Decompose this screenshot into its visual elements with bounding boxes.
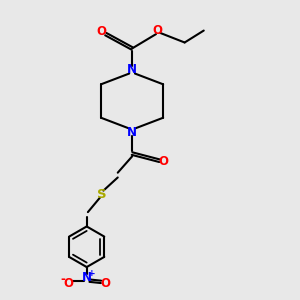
Text: N: N xyxy=(127,64,137,76)
Text: -: - xyxy=(60,273,65,286)
Text: O: O xyxy=(152,24,162,37)
Text: +: + xyxy=(88,269,96,278)
Text: N: N xyxy=(82,271,92,284)
Text: O: O xyxy=(101,277,111,290)
Text: O: O xyxy=(97,25,106,38)
Text: O: O xyxy=(64,277,74,290)
Text: N: N xyxy=(127,126,137,139)
Text: O: O xyxy=(159,155,169,168)
Text: S: S xyxy=(98,188,107,201)
